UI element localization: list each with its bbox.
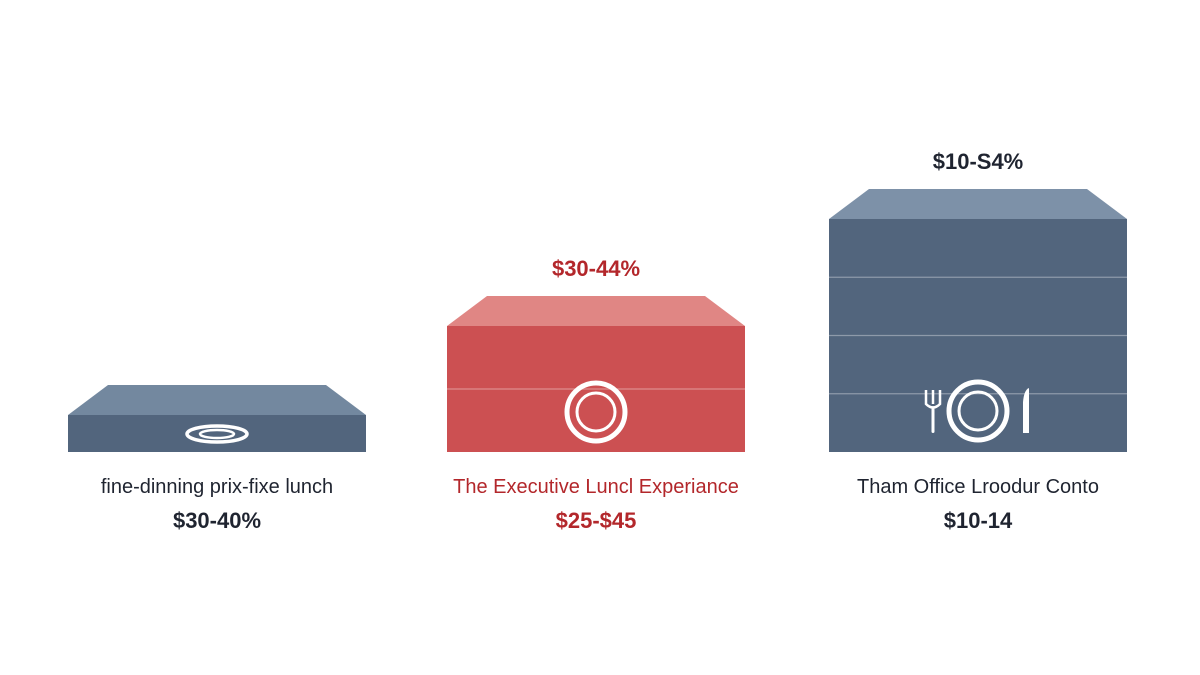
category-label: Tham Office Lroodur Conto: [857, 476, 1099, 498]
place-setting-icon: [924, 379, 1029, 443]
price-label: $30-40%: [173, 508, 261, 533]
bar-front-face: [68, 415, 366, 452]
plate-icon: [185, 424, 249, 444]
knife-icon: [1023, 388, 1029, 433]
bar-top-value-label: $30-44%: [552, 256, 640, 281]
bar-top-face: [829, 189, 1127, 219]
bars-group: fine-dinning prix-fixe lunch $30-40% $30-4…: [68, 149, 1127, 533]
bar-top-face: [68, 385, 366, 415]
bar-1: fine-dinning prix-fixe lunch $30-40%: [68, 385, 366, 533]
price-label: $10-14: [944, 508, 1013, 533]
fork-icon: [924, 390, 942, 433]
plate-icon: [946, 379, 1010, 443]
price-label: $25-$45: [556, 508, 637, 533]
bar-top-face: [447, 296, 745, 326]
plate-icon: [564, 380, 628, 444]
bar-front-face: [829, 219, 1127, 452]
bar-2: $30-44% The Executive Luncl Experiance $25…: [447, 256, 745, 533]
bar-3: $10-S4% Tham Office Lroodur Conto $10-14: [829, 149, 1127, 533]
category-label: The Executive Luncl Experiance: [453, 476, 739, 498]
category-label: fine-dinning prix-fixe lunch: [101, 476, 333, 498]
bar-top-value-label: $10-S4%: [933, 149, 1024, 174]
